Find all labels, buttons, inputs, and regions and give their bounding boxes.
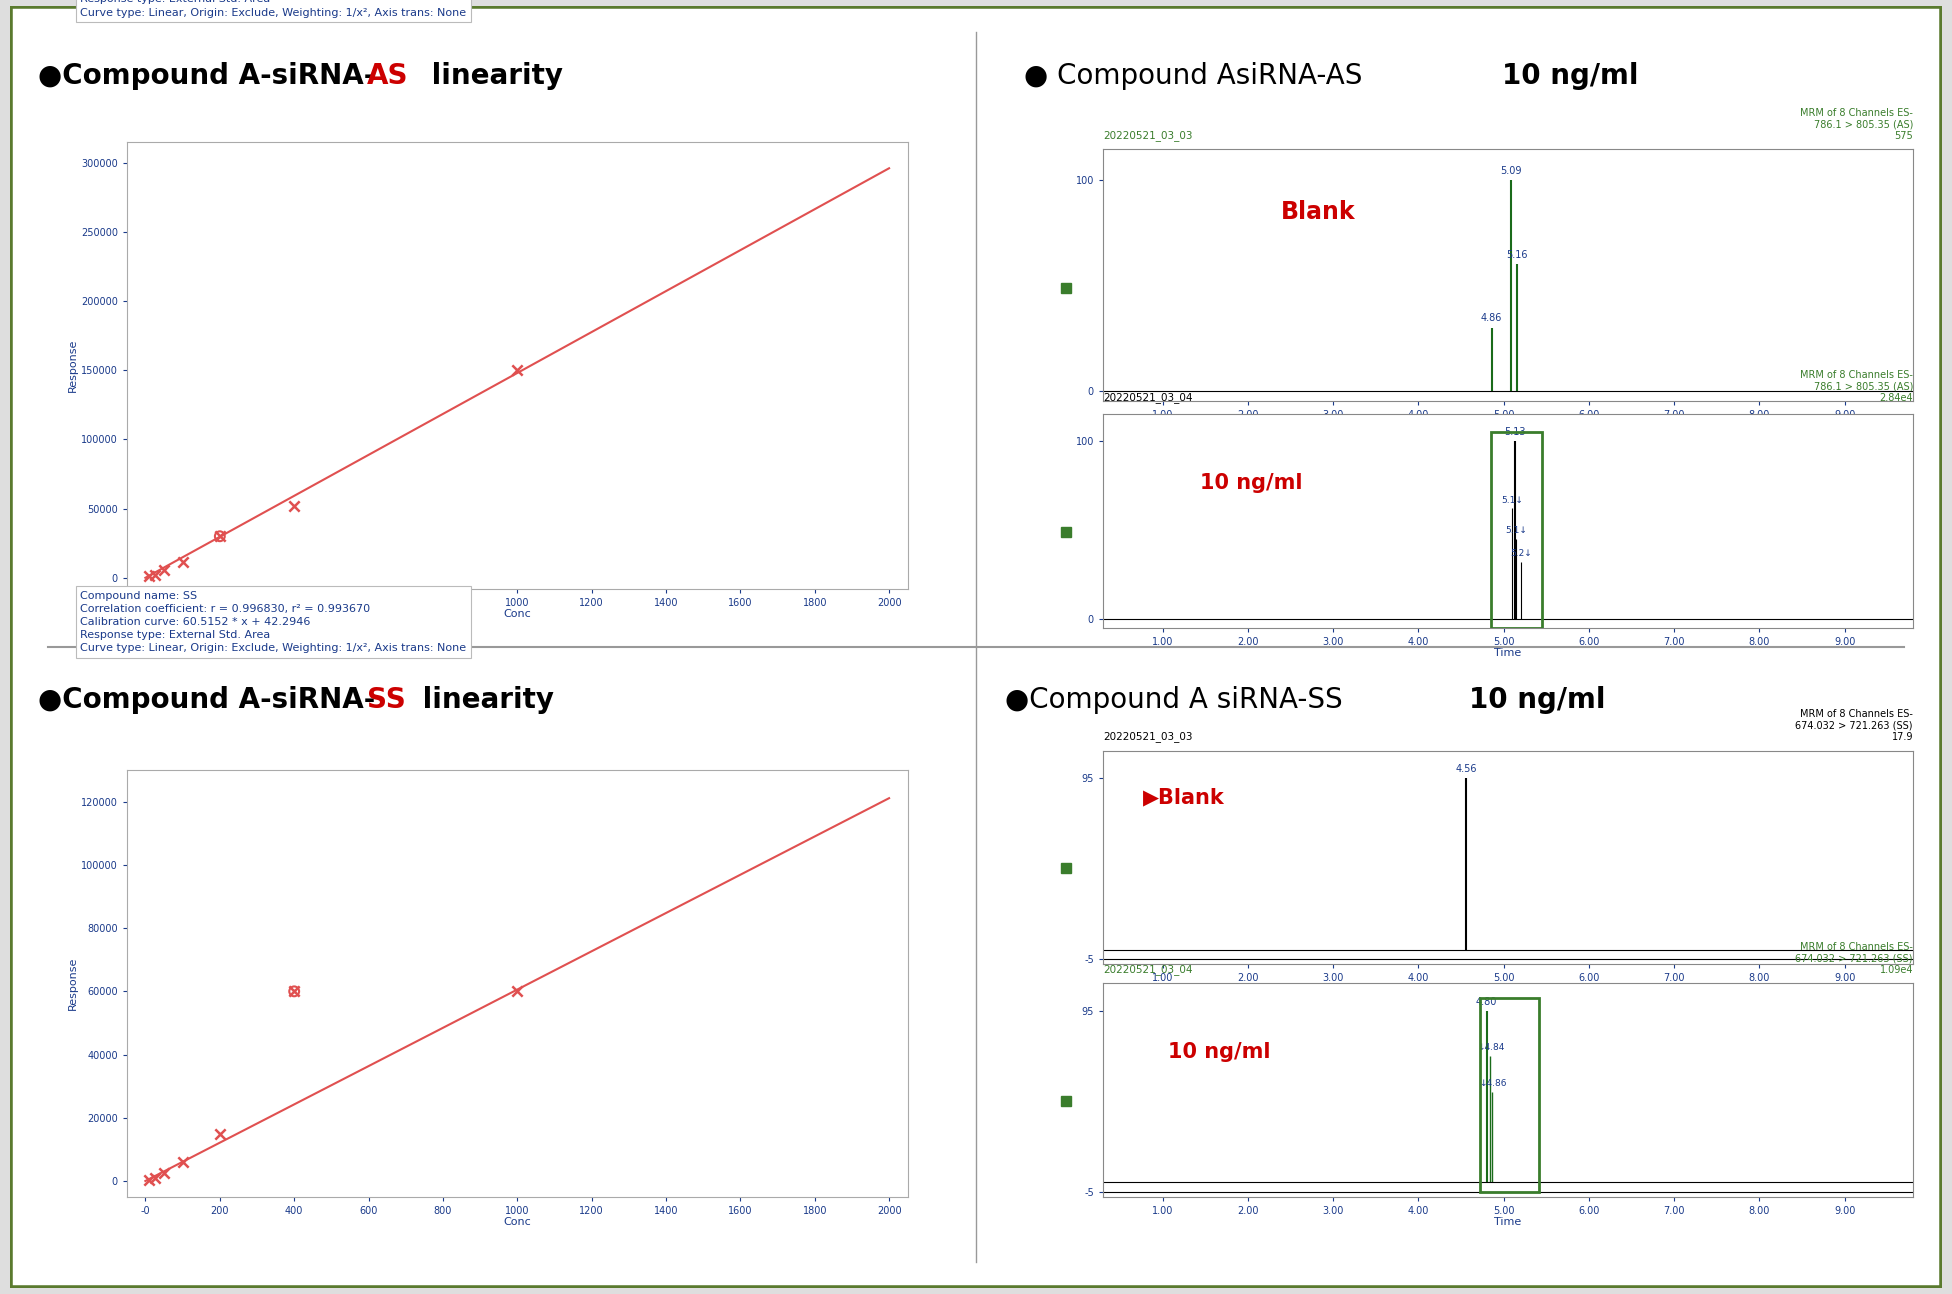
Point: [502, 981, 533, 1002]
Point: [133, 1170, 164, 1190]
Text: AS: AS: [367, 62, 408, 89]
Text: 5.2↓: 5.2↓: [1509, 549, 1532, 558]
X-axis label: Time: Time: [1495, 648, 1521, 659]
Text: 5.09: 5.09: [1501, 166, 1523, 176]
Text: ↓4.84: ↓4.84: [1478, 1043, 1505, 1052]
Text: ↓4.86: ↓4.86: [1480, 1079, 1507, 1088]
Y-axis label: Response: Response: [68, 956, 78, 1011]
Y-axis label: Response: Response: [68, 339, 78, 392]
Text: ●Compound A siRNA-SS: ●Compound A siRNA-SS: [1005, 686, 1351, 714]
X-axis label: Time: Time: [1495, 1218, 1521, 1228]
Text: 10 ng/ml: 10 ng/ml: [1167, 1042, 1271, 1062]
Point: [148, 560, 180, 581]
Text: 4.56: 4.56: [1456, 763, 1478, 774]
Text: 4.80: 4.80: [1476, 996, 1497, 1007]
Text: MRM of 8 Channels ES-
786.1 > 805.35 (AS)
575: MRM of 8 Channels ES- 786.1 > 805.35 (AS…: [1800, 107, 1913, 141]
Point: [205, 525, 236, 546]
Text: 5.13: 5.13: [1503, 427, 1526, 437]
Point: [148, 1163, 180, 1184]
Text: SS: SS: [367, 686, 406, 714]
Point: [205, 1123, 236, 1144]
Text: linearity: linearity: [422, 62, 562, 89]
Text: ▶Blank: ▶Blank: [1144, 788, 1226, 807]
Text: linearity: linearity: [412, 686, 554, 714]
Bar: [1480, 998, 1540, 1192]
X-axis label: Conc: Conc: [504, 609, 531, 620]
Text: 5.1↓: 5.1↓: [1501, 496, 1523, 505]
Text: MRM of 8 Channels ES-
674.032 > 721.263 (SS)
17.9: MRM of 8 Channels ES- 674.032 > 721.263 …: [1796, 709, 1913, 741]
Point: [205, 525, 236, 546]
Text: 4.86: 4.86: [1482, 313, 1503, 324]
Text: 20220521_03_04: 20220521_03_04: [1103, 392, 1193, 404]
Text: 20220521_03_04: 20220521_03_04: [1103, 964, 1193, 974]
Text: 5.1↓: 5.1↓: [1505, 527, 1526, 536]
Point: [279, 981, 310, 1002]
Point: [139, 1167, 170, 1188]
Point: [133, 565, 164, 586]
Text: ●Compound A-siRNA-: ●Compound A-siRNA-: [39, 686, 375, 714]
Point: [139, 564, 170, 585]
Text: ●Compound A-siRNA-: ●Compound A-siRNA-: [39, 62, 375, 89]
Text: ● Compound AsiRNA-AS: ● Compound AsiRNA-AS: [1025, 62, 1370, 89]
Text: 10 ng/ml: 10 ng/ml: [1468, 686, 1605, 714]
Text: MRM of 8 Channels ES-
674.032 > 721.263 (SS)
1.09e4: MRM of 8 Channels ES- 674.032 > 721.263 …: [1796, 942, 1913, 974]
Point: [279, 981, 310, 1002]
Point: [168, 1152, 199, 1172]
Text: 10 ng/ml: 10 ng/ml: [1200, 472, 1302, 493]
Text: Compound name: SS
Correlation coefficient: r = 0.996830, r² = 0.993670
Calibrati: Compound name: SS Correlation coefficien…: [80, 590, 467, 653]
Text: Compound name: AS (1)
Correlation coefficient: r = 0.996518, r² = 0.993049
Calib: Compound name: AS (1) Correlation coeffi…: [80, 0, 467, 18]
Text: 20220521_03_03: 20220521_03_03: [1103, 131, 1193, 141]
Bar: [1491, 432, 1542, 628]
Text: MRM of 8 Channels ES-
786.1 > 805.35 (AS)
2.84e4: MRM of 8 Channels ES- 786.1 > 805.35 (AS…: [1800, 370, 1913, 404]
Text: 20220521_03_03: 20220521_03_03: [1103, 731, 1193, 741]
Point: [279, 496, 310, 516]
Text: Blank: Blank: [1281, 201, 1357, 224]
Point: [168, 551, 199, 572]
Text: 5.16: 5.16: [1507, 250, 1528, 260]
Point: [502, 360, 533, 380]
Text: 10 ng/ml: 10 ng/ml: [1503, 62, 1640, 89]
X-axis label: Conc: Conc: [504, 1218, 531, 1228]
